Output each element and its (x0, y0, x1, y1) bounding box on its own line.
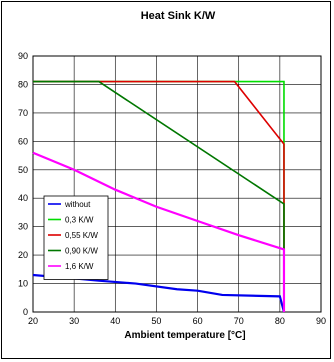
x-axis-label: Ambient temperature [°C] (124, 330, 245, 341)
legend-label-4: 1,6 K/W (65, 262, 94, 271)
y-tick-label: 0 (23, 307, 28, 317)
legend-label-2: 0,55 K/W (65, 231, 98, 240)
legend-label-3: 0,90 K/W (65, 247, 98, 256)
x-tick-label: 40 (110, 316, 120, 326)
x-tick-labels: 20 30 40 50 60 70 80 90 (28, 316, 326, 326)
x-tick-label: 80 (275, 316, 285, 326)
legend-label-0: without (64, 200, 91, 209)
x-tick-label: 30 (69, 316, 79, 326)
y-tick-label: 40 (18, 193, 28, 203)
y-tick-label: 10 (18, 279, 28, 289)
y-tick-label: 80 (18, 79, 28, 89)
chart-title: Heat Sink K/W (141, 10, 216, 22)
legend: without 0,3 K/W 0,55 K/W 0,90 K/W 1,6 K/W (43, 195, 109, 280)
x-tick-label: 90 (316, 316, 326, 326)
y-tick-label: 70 (18, 108, 28, 118)
x-tick-label: 60 (193, 316, 203, 326)
series-line-4 (32, 151, 286, 312)
y-tick-label: 90 (18, 51, 28, 61)
x-tick-label: 50 (151, 316, 161, 326)
y-tick-label: 20 (18, 250, 28, 260)
y-tick-label: 60 (18, 136, 28, 146)
y-tick-label: 50 (18, 165, 28, 175)
x-tick-label: 70 (234, 316, 244, 326)
legend-label-1: 0,3 K/W (65, 216, 94, 225)
y-tick-labels: 0 10 20 30 40 50 60 70 80 90 (18, 51, 28, 317)
x-tick-label: 20 (28, 316, 38, 326)
y-tick-label: 30 (18, 222, 28, 232)
